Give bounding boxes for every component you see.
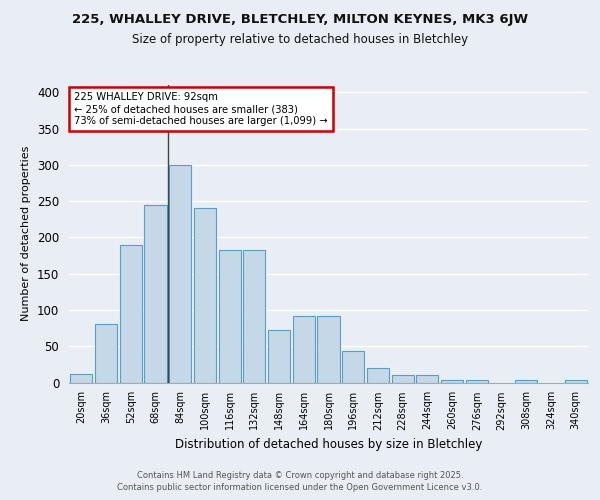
- Text: Contains HM Land Registry data © Crown copyright and database right 2025.
Contai: Contains HM Land Registry data © Crown c…: [118, 471, 482, 492]
- Bar: [416, 375, 439, 382]
- Text: 225 WHALLEY DRIVE: 92sqm
← 25% of detached houses are smaller (383)
73% of semi-: 225 WHALLEY DRIVE: 92sqm ← 25% of detach…: [74, 92, 328, 126]
- Bar: [70, 374, 92, 382]
- Bar: [466, 380, 488, 382]
- X-axis label: Distribution of detached houses by size in Bletchley: Distribution of detached houses by size …: [175, 438, 482, 451]
- Bar: [293, 316, 315, 382]
- Bar: [95, 324, 117, 382]
- Bar: [243, 250, 265, 382]
- Bar: [218, 250, 241, 382]
- Bar: [342, 350, 364, 382]
- Bar: [268, 330, 290, 382]
- Bar: [367, 368, 389, 382]
- Text: Size of property relative to detached houses in Bletchley: Size of property relative to detached ho…: [132, 32, 468, 46]
- Bar: [515, 380, 538, 382]
- Bar: [169, 165, 191, 382]
- Bar: [317, 316, 340, 382]
- Bar: [119, 244, 142, 382]
- Bar: [392, 375, 414, 382]
- Text: 225, WHALLEY DRIVE, BLETCHLEY, MILTON KEYNES, MK3 6JW: 225, WHALLEY DRIVE, BLETCHLEY, MILTON KE…: [72, 12, 528, 26]
- Bar: [565, 380, 587, 382]
- Bar: [194, 208, 216, 382]
- Y-axis label: Number of detached properties: Number of detached properties: [22, 146, 31, 322]
- Bar: [145, 204, 167, 382]
- Bar: [441, 380, 463, 382]
